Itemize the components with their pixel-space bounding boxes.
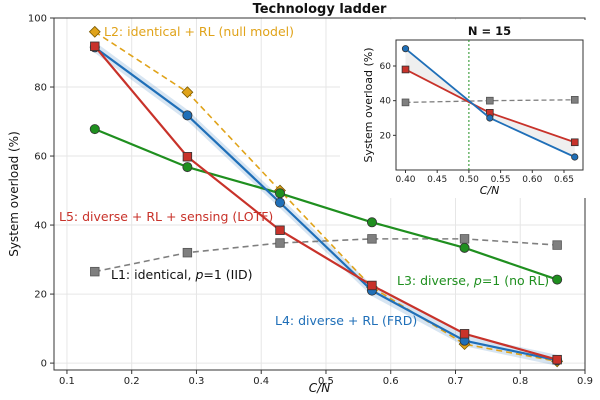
inset-series-l1 — [401, 96, 579, 107]
point-l5 — [459, 329, 470, 339]
point-l5 — [552, 354, 562, 365]
annotation-l3: L3: diverse, p=1 (no RL) — [397, 273, 549, 288]
point-l1 — [182, 247, 193, 258]
point-l5 — [182, 152, 193, 162]
x-tick-label: 0.7 — [448, 376, 464, 387]
point-l1 — [367, 234, 377, 244]
inset-point-l4 — [401, 45, 410, 53]
inset-plot-frame — [395, 39, 584, 171]
point-l3 — [459, 242, 470, 253]
point-l5 — [275, 225, 285, 235]
point-l5 — [367, 280, 377, 291]
point-l3 — [366, 217, 377, 228]
inset-point-l1 — [486, 96, 494, 105]
point-l3 — [89, 124, 100, 135]
point-l3 — [552, 274, 563, 285]
inset-x-tick-label: 0.60 — [522, 175, 542, 185]
inset-y-tick-label: 20 — [380, 131, 392, 141]
inset-y-axis-title: System overload (%) — [362, 47, 375, 162]
point-l3 — [274, 188, 285, 199]
series-line-l3 — [94, 128, 558, 281]
point-l2 — [181, 86, 194, 99]
inset-point-l4 — [571, 153, 579, 161]
inset-series-l5 — [401, 65, 579, 147]
series-line-l1 — [94, 238, 558, 273]
inset-point-l5 — [570, 138, 579, 147]
point-l2 — [88, 25, 101, 38]
series-l5 — [90, 41, 562, 365]
annotation-part: p — [194, 267, 203, 282]
series-l3 — [89, 124, 563, 285]
y-tick-label: 20 — [34, 290, 47, 301]
inset-y-tick-label: 60 — [380, 62, 392, 72]
annotation-part: L5: diverse + RL + sensing (LOTF) — [59, 209, 273, 224]
inset-point-l5 — [401, 65, 410, 74]
annotation-part: L3: diverse, — [397, 273, 474, 288]
annotation-l5: L5: diverse + RL + sensing (LOTF) — [59, 209, 273, 224]
x-tick-label: 0.4 — [253, 376, 269, 387]
inset-x-tick-label: 0.50 — [459, 175, 479, 185]
y-tick-label: 80 — [34, 83, 47, 94]
y-tick-label: 40 — [34, 221, 47, 232]
inset-x-tick-label: 0.40 — [395, 175, 415, 185]
inset-point-l1 — [570, 96, 579, 104]
point-l1 — [275, 238, 285, 248]
point-l4 — [182, 110, 193, 121]
annotation-part: L2: identical + RL (null model) — [104, 24, 294, 39]
inset-series-l4 — [401, 45, 579, 161]
inset-point-l4 — [486, 114, 494, 122]
inset-point-l1 — [401, 98, 410, 107]
inset-shaded-region — [405, 48, 575, 157]
x-tick-label: 0.5 — [318, 376, 334, 387]
inset-x-tick-label: 0.55 — [491, 175, 511, 185]
point-l3 — [182, 162, 193, 173]
annotation-l1: L1: identical, p=1 (IID) — [111, 267, 253, 282]
x-tick-label: 0.1 — [59, 376, 75, 387]
series-line-l4 — [94, 46, 558, 362]
x-tick-label: 0.2 — [124, 376, 140, 387]
inset-ticks: 0.40 0.45 0.50 0.55 0.60 0.65 20 40 60 — [380, 62, 574, 185]
series-line-l2 — [94, 31, 558, 363]
x-tick-label: 0.6 — [383, 376, 399, 387]
y-tick-label: 60 — [34, 152, 47, 163]
inset-x-tick-label: 0.65 — [554, 175, 574, 185]
chart-title: Technology ladder — [253, 2, 387, 17]
x-axis-title: C/N — [309, 381, 330, 395]
y-tick-label: 100 — [28, 14, 47, 25]
inset-title: N = 15 — [468, 24, 511, 38]
inset-x-tick-label: 0.45 — [427, 175, 447, 185]
y-axis-title: System overload (%) — [7, 131, 21, 257]
annotation-part: L1: identical, — [111, 267, 195, 282]
point-l1 — [459, 234, 470, 244]
y-tick-label: 0 — [41, 359, 47, 370]
annotation-part: =1 (no RL) — [482, 273, 549, 288]
inset-y-tick-label: 40 — [380, 97, 392, 107]
annotation-part: =1 (IID) — [203, 267, 252, 282]
main-ticks: 0.1 0.2 0.3 0.4 0.5 0.6 0.7 0.8 0.9 0 20 40 60 80 100 — [28, 14, 593, 388]
point-l1 — [552, 240, 562, 250]
series-line-l5 — [93, 45, 558, 361]
inset-x-axis-title: C/N — [480, 184, 500, 197]
x-tick-label: 0.8 — [512, 376, 528, 387]
x-tick-label: 0.3 — [189, 376, 205, 387]
point-l4 — [274, 197, 285, 208]
point-l5 — [90, 41, 100, 51]
annotation-l4: L4: diverse + RL (FRD) — [275, 313, 417, 328]
point-l1 — [90, 266, 100, 277]
annotation-part: p — [473, 273, 482, 288]
x-tick-label: 0.9 — [577, 376, 593, 387]
annotation-part: L4: diverse + RL (FRD) — [275, 313, 417, 328]
annotation-l2: L2: identical + RL (null model) — [104, 24, 294, 39]
